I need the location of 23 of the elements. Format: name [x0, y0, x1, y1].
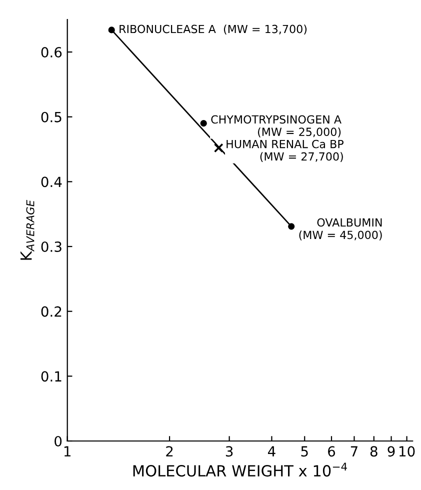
- y-tick-label: 0.6: [41, 46, 62, 58]
- y-tick-label: 0.1: [41, 371, 62, 382]
- y-tick-label: 0.4: [41, 176, 62, 188]
- x-tick-label: 8: [370, 446, 378, 457]
- x-tick-label: 10: [399, 446, 415, 457]
- y-tick-label: 0.2: [41, 306, 62, 317]
- y-tick-label: 0.5: [41, 112, 62, 122]
- x-axis-title: MOLECULAR WEIGHT x 10$^{−4}$: [133, 462, 347, 477]
- x-tick-label: 4: [268, 446, 276, 456]
- annotation: CHYMOTRYPSINOGEN A (MW = 25,000): [211, 115, 342, 138]
- annotation: RIBONUCLEASE A (MW = 13,700): [120, 24, 307, 35]
- x-tick-label: 9: [388, 446, 395, 457]
- x-tick-label: 6: [328, 446, 336, 457]
- x-tick-label: 1: [64, 446, 70, 456]
- y-axis-title: K$_{AVERAGE}$: [20, 200, 34, 260]
- x-tick-label: 5: [301, 446, 308, 457]
- y-tick-label: 0.3: [41, 241, 62, 252]
- annotation: OVALBUMIN (MW = 45,000): [299, 218, 382, 240]
- x-tick-label: 2: [166, 446, 173, 456]
- x-tick-label: 7: [350, 446, 358, 456]
- annotation: HUMAN RENAL Ca BP (MW = 27,700): [226, 140, 344, 162]
- x-tick-label: 3: [226, 446, 233, 457]
- y-tick-label: 0: [54, 436, 62, 446]
